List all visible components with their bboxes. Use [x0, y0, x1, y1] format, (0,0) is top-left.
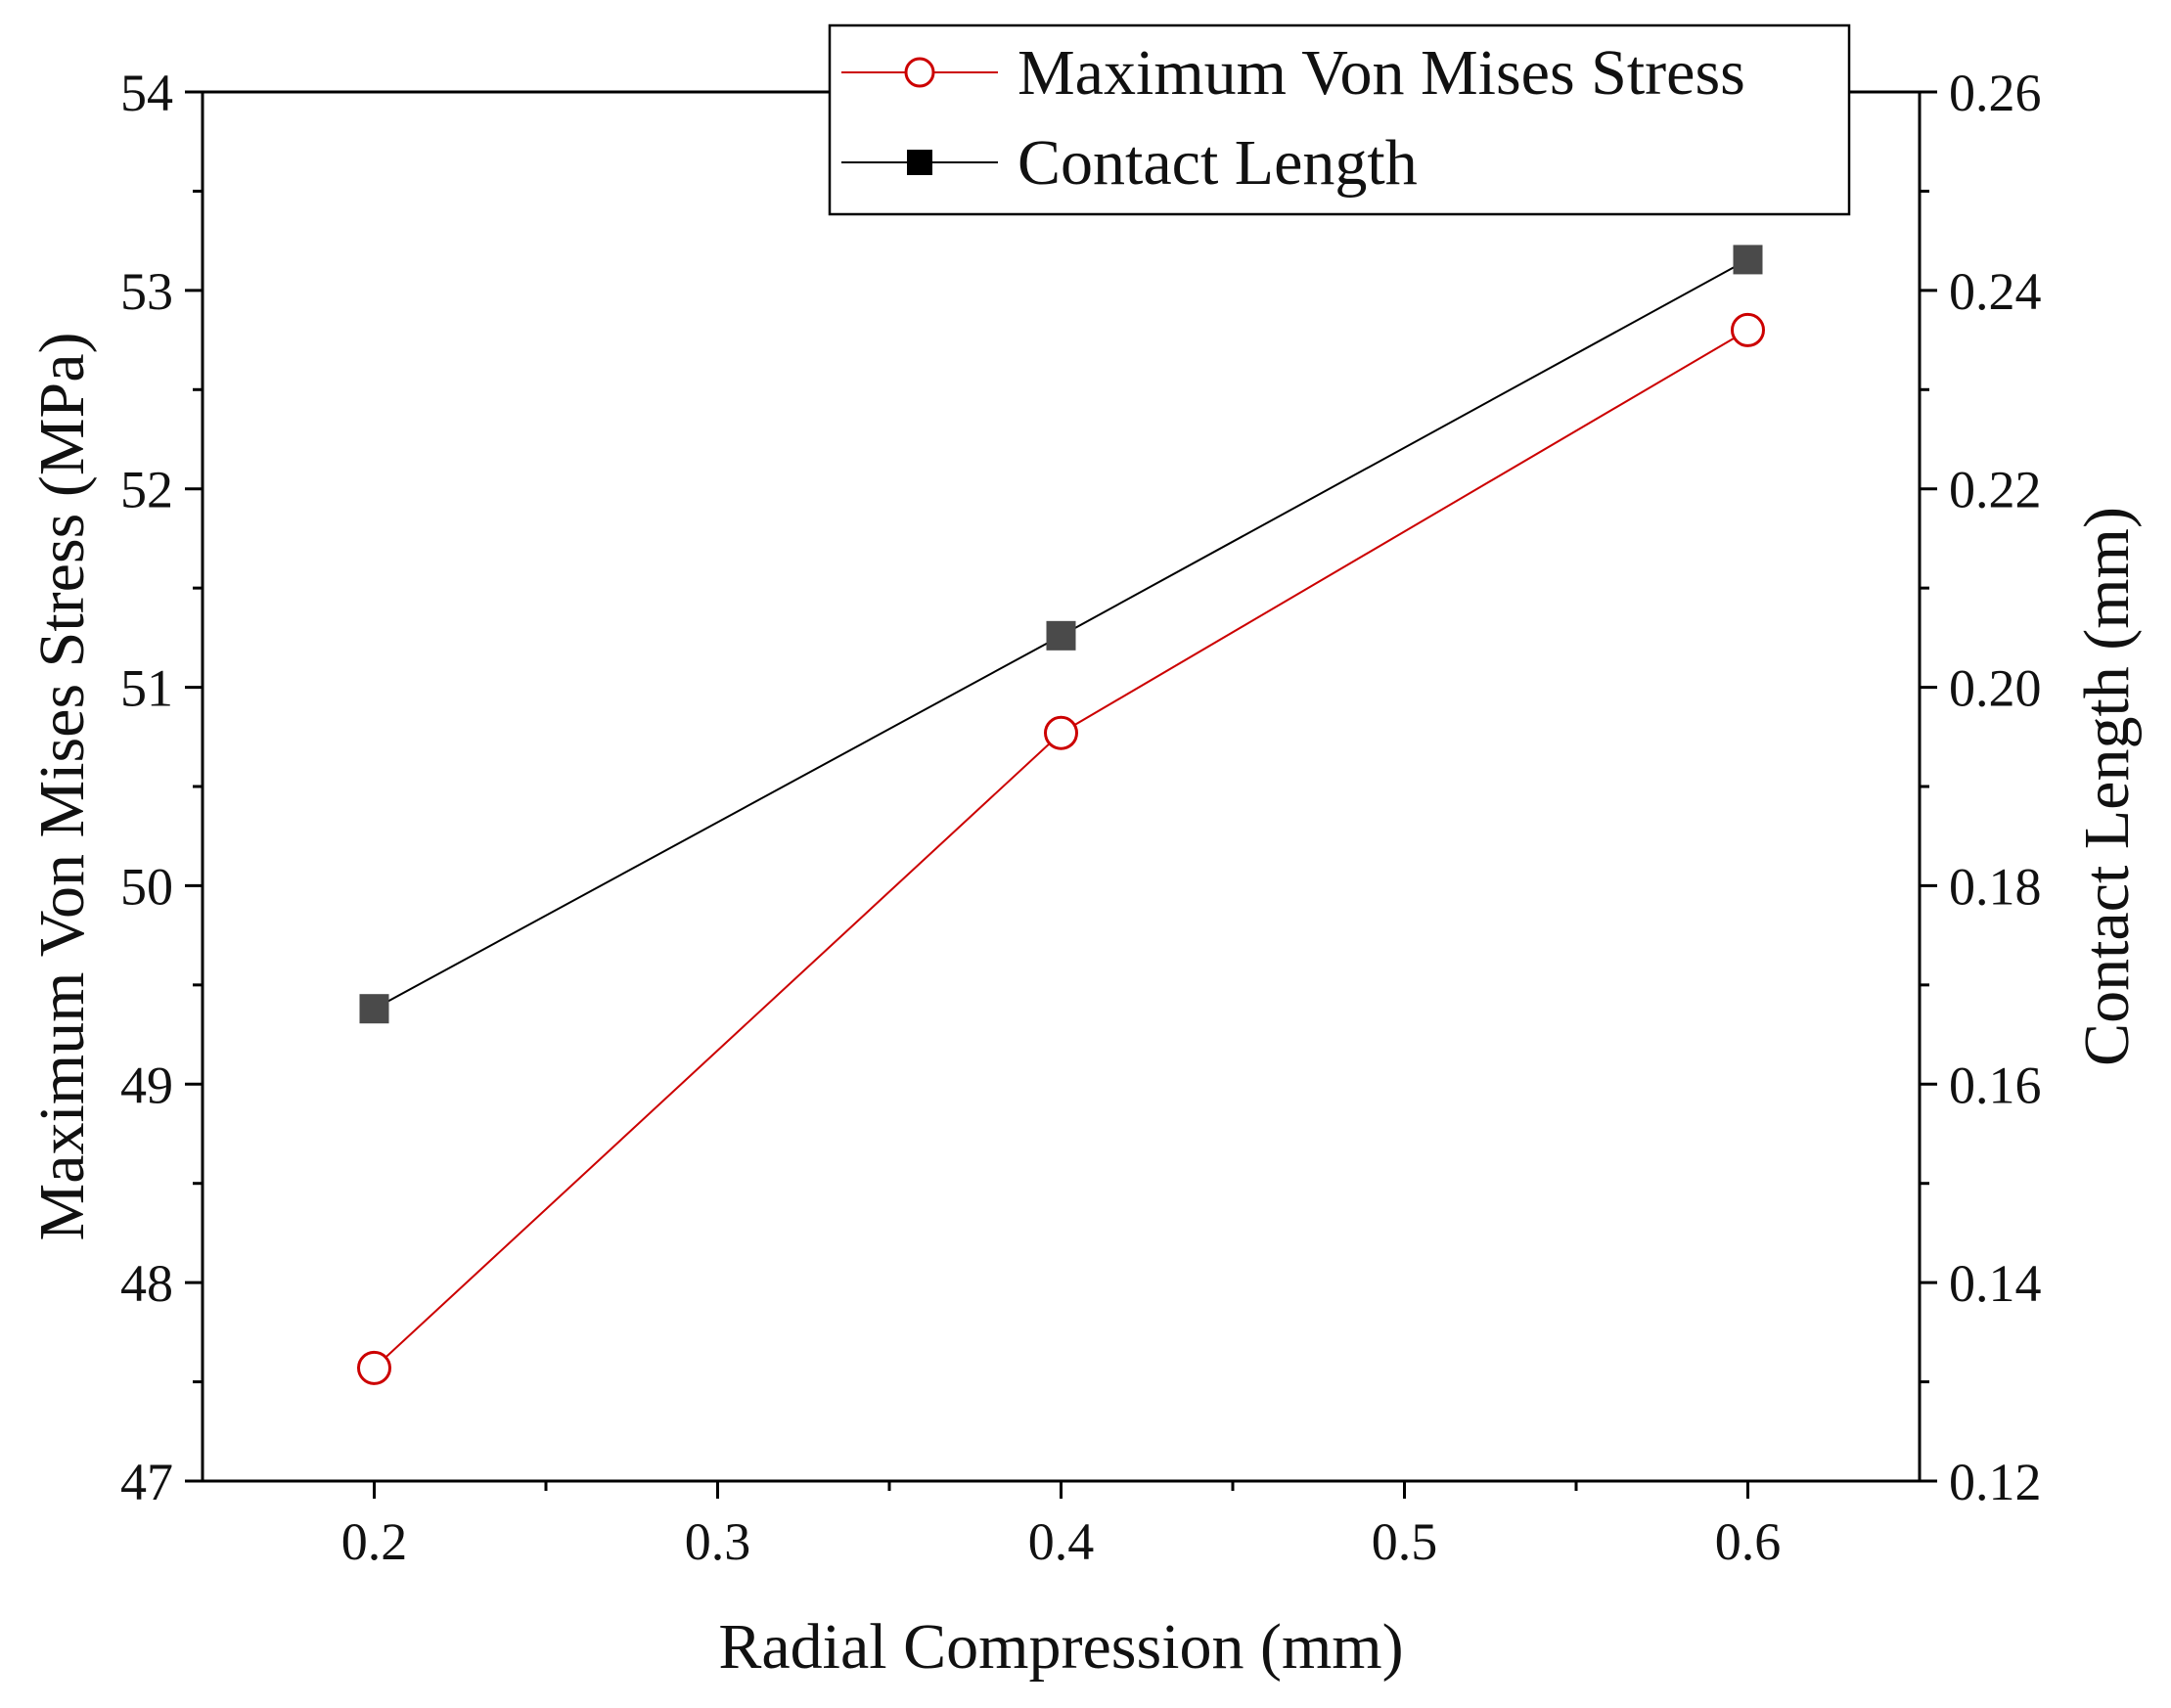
- right-y-tick-label: 0.18: [1949, 857, 2042, 916]
- series-markers: [357, 245, 1765, 1385]
- legend-stress-marker: [904, 57, 935, 88]
- left-y-tick-label: 52: [120, 461, 173, 519]
- right-y-tick-label: 0.12: [1949, 1453, 2042, 1511]
- right-y-tick-label: 0.20: [1949, 659, 2042, 718]
- legend-box: [828, 23, 1851, 216]
- left-y-axis-title: Maximum Von Mises Stress (MPa): [26, 333, 98, 1241]
- right-y-tick-label: 0.24: [1949, 262, 2042, 321]
- axis-ticks: [185, 90, 1937, 1499]
- stress-data-point: [357, 1350, 391, 1385]
- legend-contact-label: Contact Length: [1018, 127, 1418, 199]
- left-y-tick-label: 49: [120, 1056, 173, 1114]
- stress-data-point: [1731, 312, 1765, 347]
- x-axis-title: Radial Compression (mm): [718, 1611, 1403, 1683]
- legend: Maximum Von Mises Stress Contact Length: [828, 23, 1851, 216]
- right-y-axis-title: Contact Length (mm): [2071, 507, 2143, 1066]
- legend-contact-marker: [907, 150, 932, 175]
- contact-length-data-point: [1733, 245, 1763, 275]
- plot-frame: [201, 90, 1922, 1483]
- contact-length-data-point: [1046, 620, 1076, 651]
- legend-stress-label: Maximum Von Mises Stress: [1018, 37, 1745, 109]
- series-lines: [373, 258, 1749, 1370]
- x-tick-label: 0.3: [685, 1512, 751, 1571]
- right-y-tick-label: 0.14: [1949, 1254, 2042, 1313]
- left-y-tick-label: 54: [120, 64, 173, 122]
- left-y-tick-label: 50: [120, 857, 173, 916]
- contact-length-data-point: [359, 994, 389, 1024]
- x-tick-label: 0.4: [1028, 1512, 1095, 1571]
- left-y-tick-label: 53: [120, 262, 173, 321]
- tick-labels: 0.2 0.3 0.4 0.5 0.6 47 48 49 50 51 52 53 54 0.12 0.14 0…: [120, 64, 2042, 1571]
- right-y-tick-label: 0.22: [1949, 461, 2042, 519]
- stress-series-line: [373, 329, 1749, 1370]
- right-y-tick-label: 0.16: [1949, 1056, 2042, 1114]
- x-tick-label: 0.6: [1715, 1512, 1782, 1571]
- left-y-tick-label: 48: [120, 1254, 173, 1313]
- x-tick-label: 0.2: [341, 1512, 408, 1571]
- left-y-tick-label: 51: [120, 659, 173, 718]
- x-tick-label: 0.5: [1372, 1512, 1438, 1571]
- left-y-tick-label: 47: [120, 1453, 173, 1511]
- stress-data-point: [1044, 715, 1078, 750]
- right-y-tick-label: 0.26: [1949, 64, 2042, 122]
